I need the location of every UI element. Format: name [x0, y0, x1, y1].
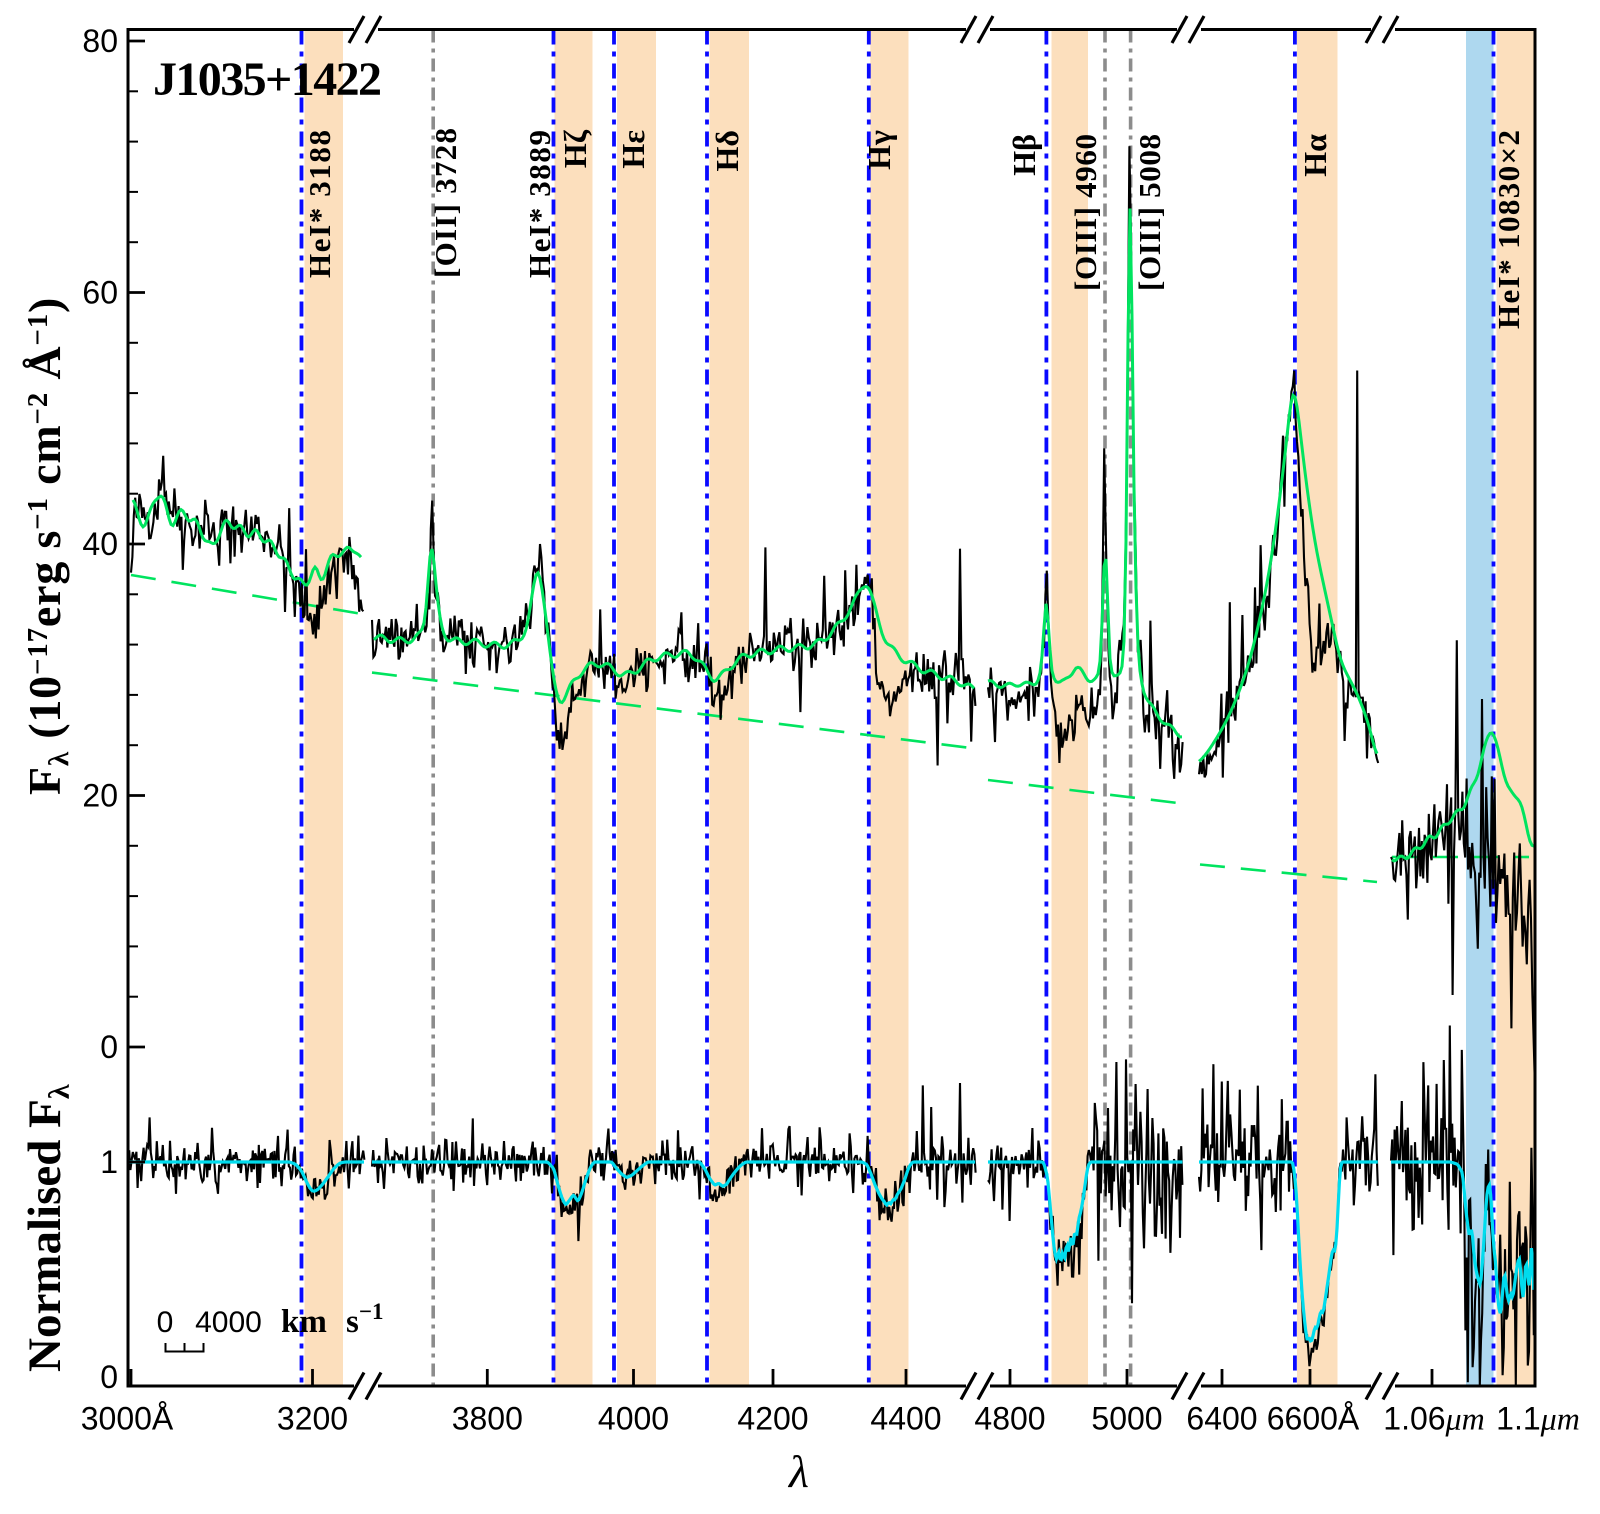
svg-text:Hα: Hα — [1297, 134, 1333, 177]
svg-text:[OIII] 5008: [OIII] 5008 — [1132, 134, 1167, 291]
svg-text:4200: 4200 — [737, 1401, 808, 1437]
svg-text:Hγ: Hγ — [861, 130, 897, 170]
svg-text:Normalised Fλ: Normalised Fλ — [19, 1084, 76, 1372]
svg-text:60: 60 — [82, 275, 118, 311]
svg-text:4000: 4000 — [598, 1401, 669, 1437]
svg-text:4400: 4400 — [870, 1401, 941, 1437]
svg-text:80: 80 — [82, 23, 118, 59]
svg-text:HeI* 3889: HeI* 3889 — [522, 130, 557, 278]
svg-text:6600Å: 6600Å — [1267, 1401, 1360, 1437]
svg-text:1: 1 — [100, 1144, 118, 1180]
svg-text:3000Å: 3000Å — [81, 1401, 174, 1437]
svg-text:Fλ (10−17erg s−1 cm−2 Å−1): Fλ (10−17erg s−1 cm−2 Å−1) — [19, 297, 75, 795]
svg-text:1.06μm: 1.06μm — [1383, 1401, 1484, 1437]
svg-text:20: 20 — [82, 778, 118, 814]
svg-text:1.1μm: 1.1μm — [1496, 1401, 1580, 1437]
svg-text:[OIII] 4960: [OIII] 4960 — [1068, 134, 1103, 291]
svg-text:3800: 3800 — [452, 1401, 523, 1437]
svg-text:5000: 5000 — [1091, 1401, 1162, 1437]
svg-text:λ: λ — [787, 1446, 809, 1497]
svg-text:0: 0 — [100, 1359, 118, 1395]
svg-text:0: 0 — [157, 1306, 174, 1339]
svg-text:J1035+1422: J1035+1422 — [153, 53, 382, 106]
svg-text:Hβ: Hβ — [1006, 134, 1042, 176]
svg-text:4000: 4000 — [195, 1306, 262, 1339]
svg-text:Hε: Hε — [615, 130, 651, 169]
svg-text:4800: 4800 — [974, 1401, 1045, 1437]
svg-text:Hζ: Hζ — [557, 129, 593, 168]
svg-text:HeI* 10830×2: HeI* 10830×2 — [1491, 130, 1526, 329]
svg-text:[OII] 3728: [OII] 3728 — [428, 128, 463, 278]
svg-text:0: 0 — [100, 1029, 118, 1065]
svg-text:Hδ: Hδ — [709, 130, 745, 172]
svg-text:3200: 3200 — [277, 1401, 348, 1437]
svg-text:HeI* 3188: HeI* 3188 — [302, 130, 337, 278]
svg-text:6400: 6400 — [1186, 1401, 1257, 1437]
svg-text:40: 40 — [82, 526, 118, 562]
svg-text:km: km — [281, 1304, 327, 1340]
